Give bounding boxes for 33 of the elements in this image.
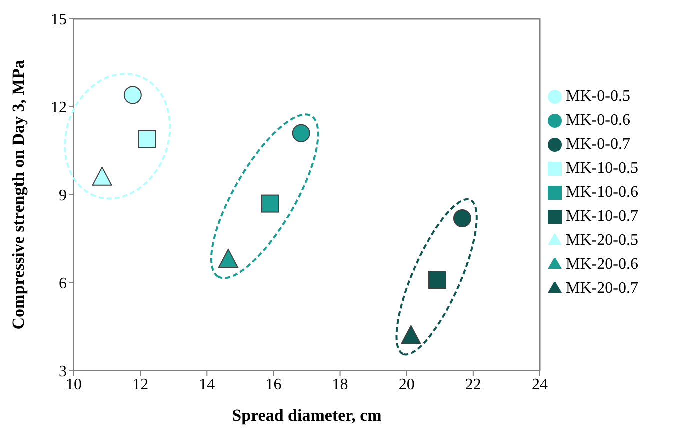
- legend-label: MK-20-0.7: [566, 280, 638, 297]
- y-tick-label: 15: [51, 12, 67, 29]
- y-axis-title: Compressive strength on Day 3, MPa: [9, 60, 28, 330]
- point: [292, 124, 310, 142]
- x-tick-label: 14: [199, 376, 216, 394]
- legend-label: MK-20-0.6: [566, 256, 638, 273]
- legend-label: MK-0-0.7: [566, 136, 630, 153]
- x-axis-title: Spread diameter, cm: [232, 406, 382, 425]
- point: [428, 271, 446, 290]
- point: [453, 209, 472, 228]
- point: [218, 249, 238, 268]
- x-tick-label: 24: [532, 376, 548, 394]
- x-tick-label: 22: [465, 376, 482, 394]
- x-tick-label: 12: [132, 376, 149, 394]
- legend-label: MK-0-0.6: [566, 112, 630, 129]
- point: [261, 194, 280, 213]
- point: [138, 130, 156, 148]
- y-tick-label: 9: [59, 188, 67, 205]
- y-tick-label: 6: [59, 276, 67, 293]
- y-tick-label: 12: [51, 100, 67, 117]
- point: [401, 325, 422, 344]
- legend-label: MK-0-0.5: [566, 88, 630, 105]
- legend-label: MK-10-0.6: [566, 184, 638, 201]
- legend-label: MK-10-0.7: [566, 208, 638, 225]
- legend-label: MK-20-0.5: [566, 232, 638, 249]
- y-tick-label: 3: [59, 364, 67, 381]
- x-tick-label: 20: [398, 376, 415, 394]
- point: [92, 166, 112, 186]
- x-tick-label: 16: [266, 376, 282, 394]
- point: [124, 86, 142, 104]
- x-tick-label: 10: [66, 376, 82, 394]
- legend-label: MK-10-0.5: [566, 160, 638, 177]
- x-tick-label: 18: [332, 376, 348, 394]
